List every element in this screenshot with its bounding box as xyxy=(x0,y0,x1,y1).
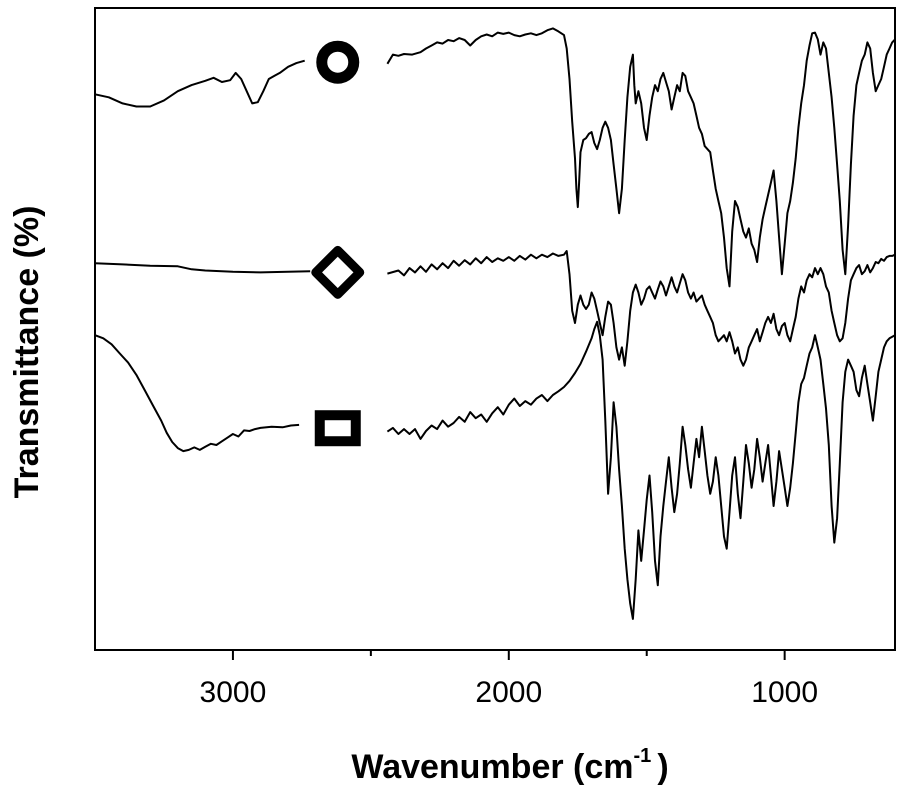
x-tick-label-2000: 2000 xyxy=(475,676,542,709)
series-marker-square xyxy=(314,410,361,447)
series-line-circle-1 xyxy=(94,59,305,108)
x-axis-title-close: ) xyxy=(657,748,668,786)
x-tick-label-3000: 3000 xyxy=(200,676,267,709)
x-axis-ticks xyxy=(231,650,786,660)
series-line-circle-2 xyxy=(386,27,896,288)
x-axis-title-sup: -1 xyxy=(634,745,652,767)
series-group xyxy=(94,27,896,620)
series-line-diamond-1 xyxy=(94,262,311,274)
series-marker-circle xyxy=(316,40,360,84)
x-axis-title-main: Wavenumber (cm xyxy=(351,748,633,786)
series-line-square-1 xyxy=(94,334,300,453)
plot-frame xyxy=(94,7,896,651)
series-line-diamond-2 xyxy=(387,250,896,367)
x-axis-tick-labels: 3000 2000 1000 xyxy=(200,676,818,709)
marker-group xyxy=(311,40,365,447)
series-marker-diamond xyxy=(311,245,365,299)
series-line-square-2 xyxy=(386,320,896,620)
x-tick-label-1000: 1000 xyxy=(751,676,818,709)
y-axis-title: Transmittance (%) xyxy=(8,206,46,499)
x-axis-title: Wavenumber (cm-1) xyxy=(351,745,668,786)
